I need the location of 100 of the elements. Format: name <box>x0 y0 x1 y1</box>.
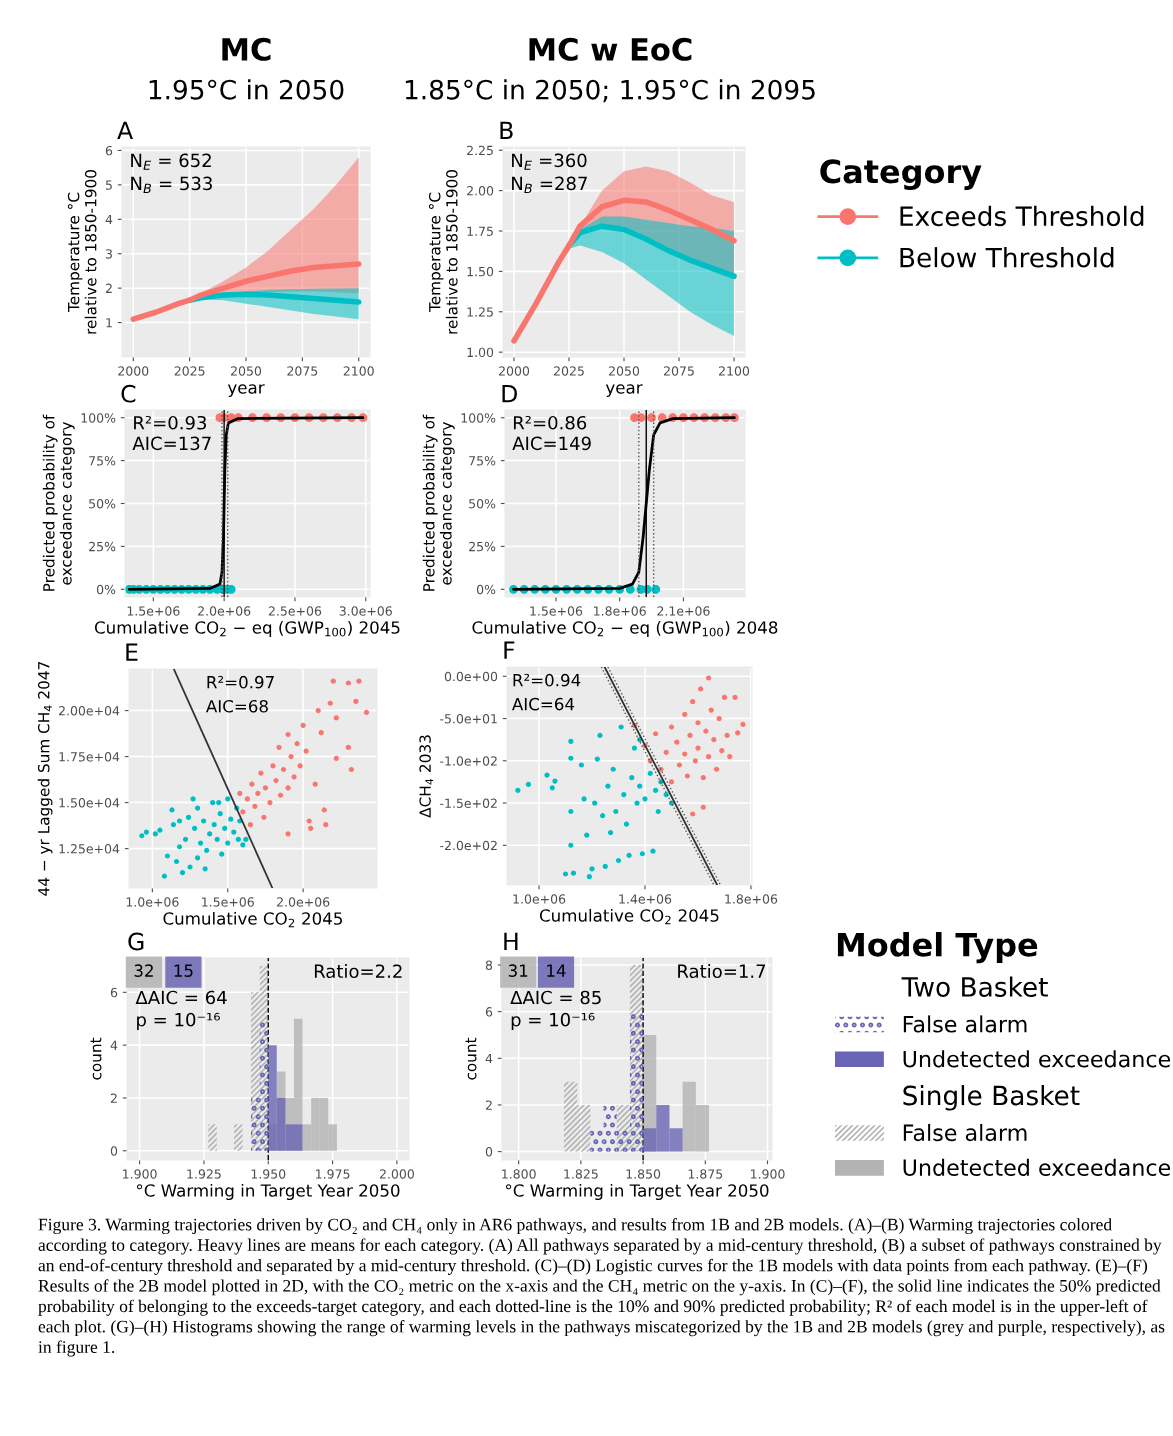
legend-label: False alarm <box>903 1015 1027 1033</box>
x-tick-label: 2025 <box>554 366 584 376</box>
annotation: p = 10⁻¹⁶ <box>137 1012 220 1031</box>
annotation: 14 <box>547 964 566 977</box>
annotation: ΔAIC = 85 <box>510 990 601 1005</box>
legend-label: Undetected exceedance <box>903 1050 1171 1068</box>
text: C <box>121 384 136 403</box>
x-tick-label: 2000 <box>499 366 530 376</box>
x-axis-title: Cumulative CO$_{2}$ − eq (GWP$_{100}$) 2045 <box>94 620 400 638</box>
y-axis-title: Temperature °C relative to 1850-1900 <box>428 170 458 334</box>
annotation: N$_{B}$ =287 <box>512 176 587 193</box>
y-tick-label: 1.25 <box>467 307 493 317</box>
x-tick-label: 2075 <box>664 366 694 376</box>
x-tick-label: 1.8e+06 <box>725 894 778 904</box>
x-tick-label: 2050 <box>231 366 262 376</box>
y-tick-label: 75% <box>469 456 496 466</box>
y-axis-title: ΔCH$_{4}$ 2033 <box>419 735 434 818</box>
text: B <box>500 121 513 139</box>
y-tick-label: 50% <box>469 498 496 509</box>
x-tick-label: 2075 <box>287 366 318 376</box>
x-axis-title: °C Warming in Target Year 2050 <box>137 1183 400 1201</box>
y-tick-label: 8 <box>485 960 493 970</box>
y-tick-label: 0 <box>485 1147 493 1157</box>
x-tick-label: 1.800 <box>502 1169 536 1179</box>
annotation: p = 10⁻¹⁶ <box>511 1012 595 1031</box>
y-tick-label: 6 <box>485 1007 493 1017</box>
annotation: AIC=64 <box>512 697 575 711</box>
x-tick-label: 1.5e+06 <box>202 897 254 907</box>
y-tick-label: 1.00 <box>467 347 494 358</box>
text: F <box>504 641 515 659</box>
y-tick-label: 5 <box>105 180 112 190</box>
x-tick-label: 1.875 <box>688 1169 723 1179</box>
chart-title: MC w EoC <box>529 37 692 61</box>
y-tick-label: 1.50e+04 <box>59 798 120 808</box>
y-tick-label: 25% <box>469 541 496 552</box>
x-tick-label: 2025 <box>174 366 205 376</box>
x-axis-title: °C Warming in Target Year 2050 <box>506 1183 769 1201</box>
y-tick-label: 50% <box>89 498 116 509</box>
annotation: N$_{B}$ = 533 <box>131 176 212 193</box>
text: A <box>117 121 133 139</box>
y-axis-title: count <box>465 1037 477 1080</box>
y-tick-label: 0 <box>110 1146 118 1156</box>
annotation: 15 <box>174 964 193 977</box>
y-axis-title: Temperature °C relative to 1850-1900 <box>67 170 97 334</box>
x-tick-label: 1.5e+06 <box>127 606 180 616</box>
y-tick-label: 6 <box>110 987 118 998</box>
legend-title: Model Type <box>837 932 1038 964</box>
x-tick-label: 2.5e+06 <box>268 606 322 616</box>
y-tick-label: 0.0e+00 <box>444 671 498 682</box>
annotation: N$_{E}$ =360 <box>512 153 587 170</box>
annotation: ΔAIC = 64 <box>135 990 227 1005</box>
x-tick-label: 1.4e+06 <box>619 894 672 904</box>
annotation: 31 <box>508 964 528 977</box>
annotation: Ratio=2.2 <box>314 964 402 979</box>
legend-title: Category <box>820 159 982 190</box>
y-tick-label: 25% <box>89 541 116 552</box>
legend-label: False alarm <box>903 1123 1027 1142</box>
text: Two Basket <box>901 976 1048 997</box>
y-tick-label: 75% <box>89 456 116 466</box>
y-tick-label: 100% <box>81 413 116 423</box>
y-tick-label: 1.50 <box>467 266 494 277</box>
text: D <box>502 385 517 403</box>
x-tick-label: 2100 <box>343 366 374 376</box>
annotation: R²=0.86 <box>513 415 587 430</box>
y-tick-label: -1.0e+02 <box>440 756 497 766</box>
annotation: R²=0.97 <box>207 675 274 689</box>
x-tick-label: 2000 <box>118 366 149 376</box>
annotation: AIC=137 <box>132 436 211 451</box>
annotation: R²=0.94 <box>513 673 581 687</box>
x-tick-label: 1.8e+06 <box>594 606 646 616</box>
y-axis-title: Predicted probability of exceedance category <box>422 414 455 591</box>
x-tick-label: 1.900 <box>751 1169 785 1179</box>
y-tick-label: -2.0e+02 <box>440 840 497 851</box>
legend-label: Undetected exceedance <box>903 1158 1171 1176</box>
y-tick-label: 0% <box>476 584 496 595</box>
x-tick-label: 1.900 <box>123 1169 157 1179</box>
text: H <box>504 932 518 951</box>
annotation: AIC=68 <box>206 699 268 713</box>
x-tick-label: 2.0e+06 <box>198 606 251 616</box>
x-tick-label: 1.850 <box>626 1169 661 1179</box>
x-tick-label: 2050 <box>609 366 640 376</box>
x-axis-title: year <box>605 384 643 398</box>
y-axis-title: count <box>90 1037 102 1080</box>
annotation: AIC=149 <box>512 436 591 451</box>
x-tick-label: 3.0e+06 <box>339 606 392 616</box>
x-tick-label: 2.0e+06 <box>277 897 330 907</box>
y-tick-label: 100% <box>461 413 496 423</box>
y-tick-label: 3 <box>105 249 112 259</box>
text: G <box>128 932 144 951</box>
y-tick-label: 0% <box>96 584 116 595</box>
y-tick-label: 2.00e+04 <box>58 706 120 716</box>
y-tick-label: 2 <box>105 283 112 293</box>
text: E <box>126 643 138 661</box>
legend-label: Exceeds Threshold <box>900 205 1144 227</box>
x-tick-label: 1.825 <box>564 1169 598 1179</box>
y-tick-label: 1 <box>106 318 112 328</box>
chart-subtitle: 1.85°C in 2050; 1.95°C in 2095 <box>405 79 815 103</box>
legend-label: Below Threshold <box>900 247 1114 268</box>
y-tick-label: 2 <box>485 1100 492 1110</box>
y-tick-label: 4 <box>105 214 113 225</box>
